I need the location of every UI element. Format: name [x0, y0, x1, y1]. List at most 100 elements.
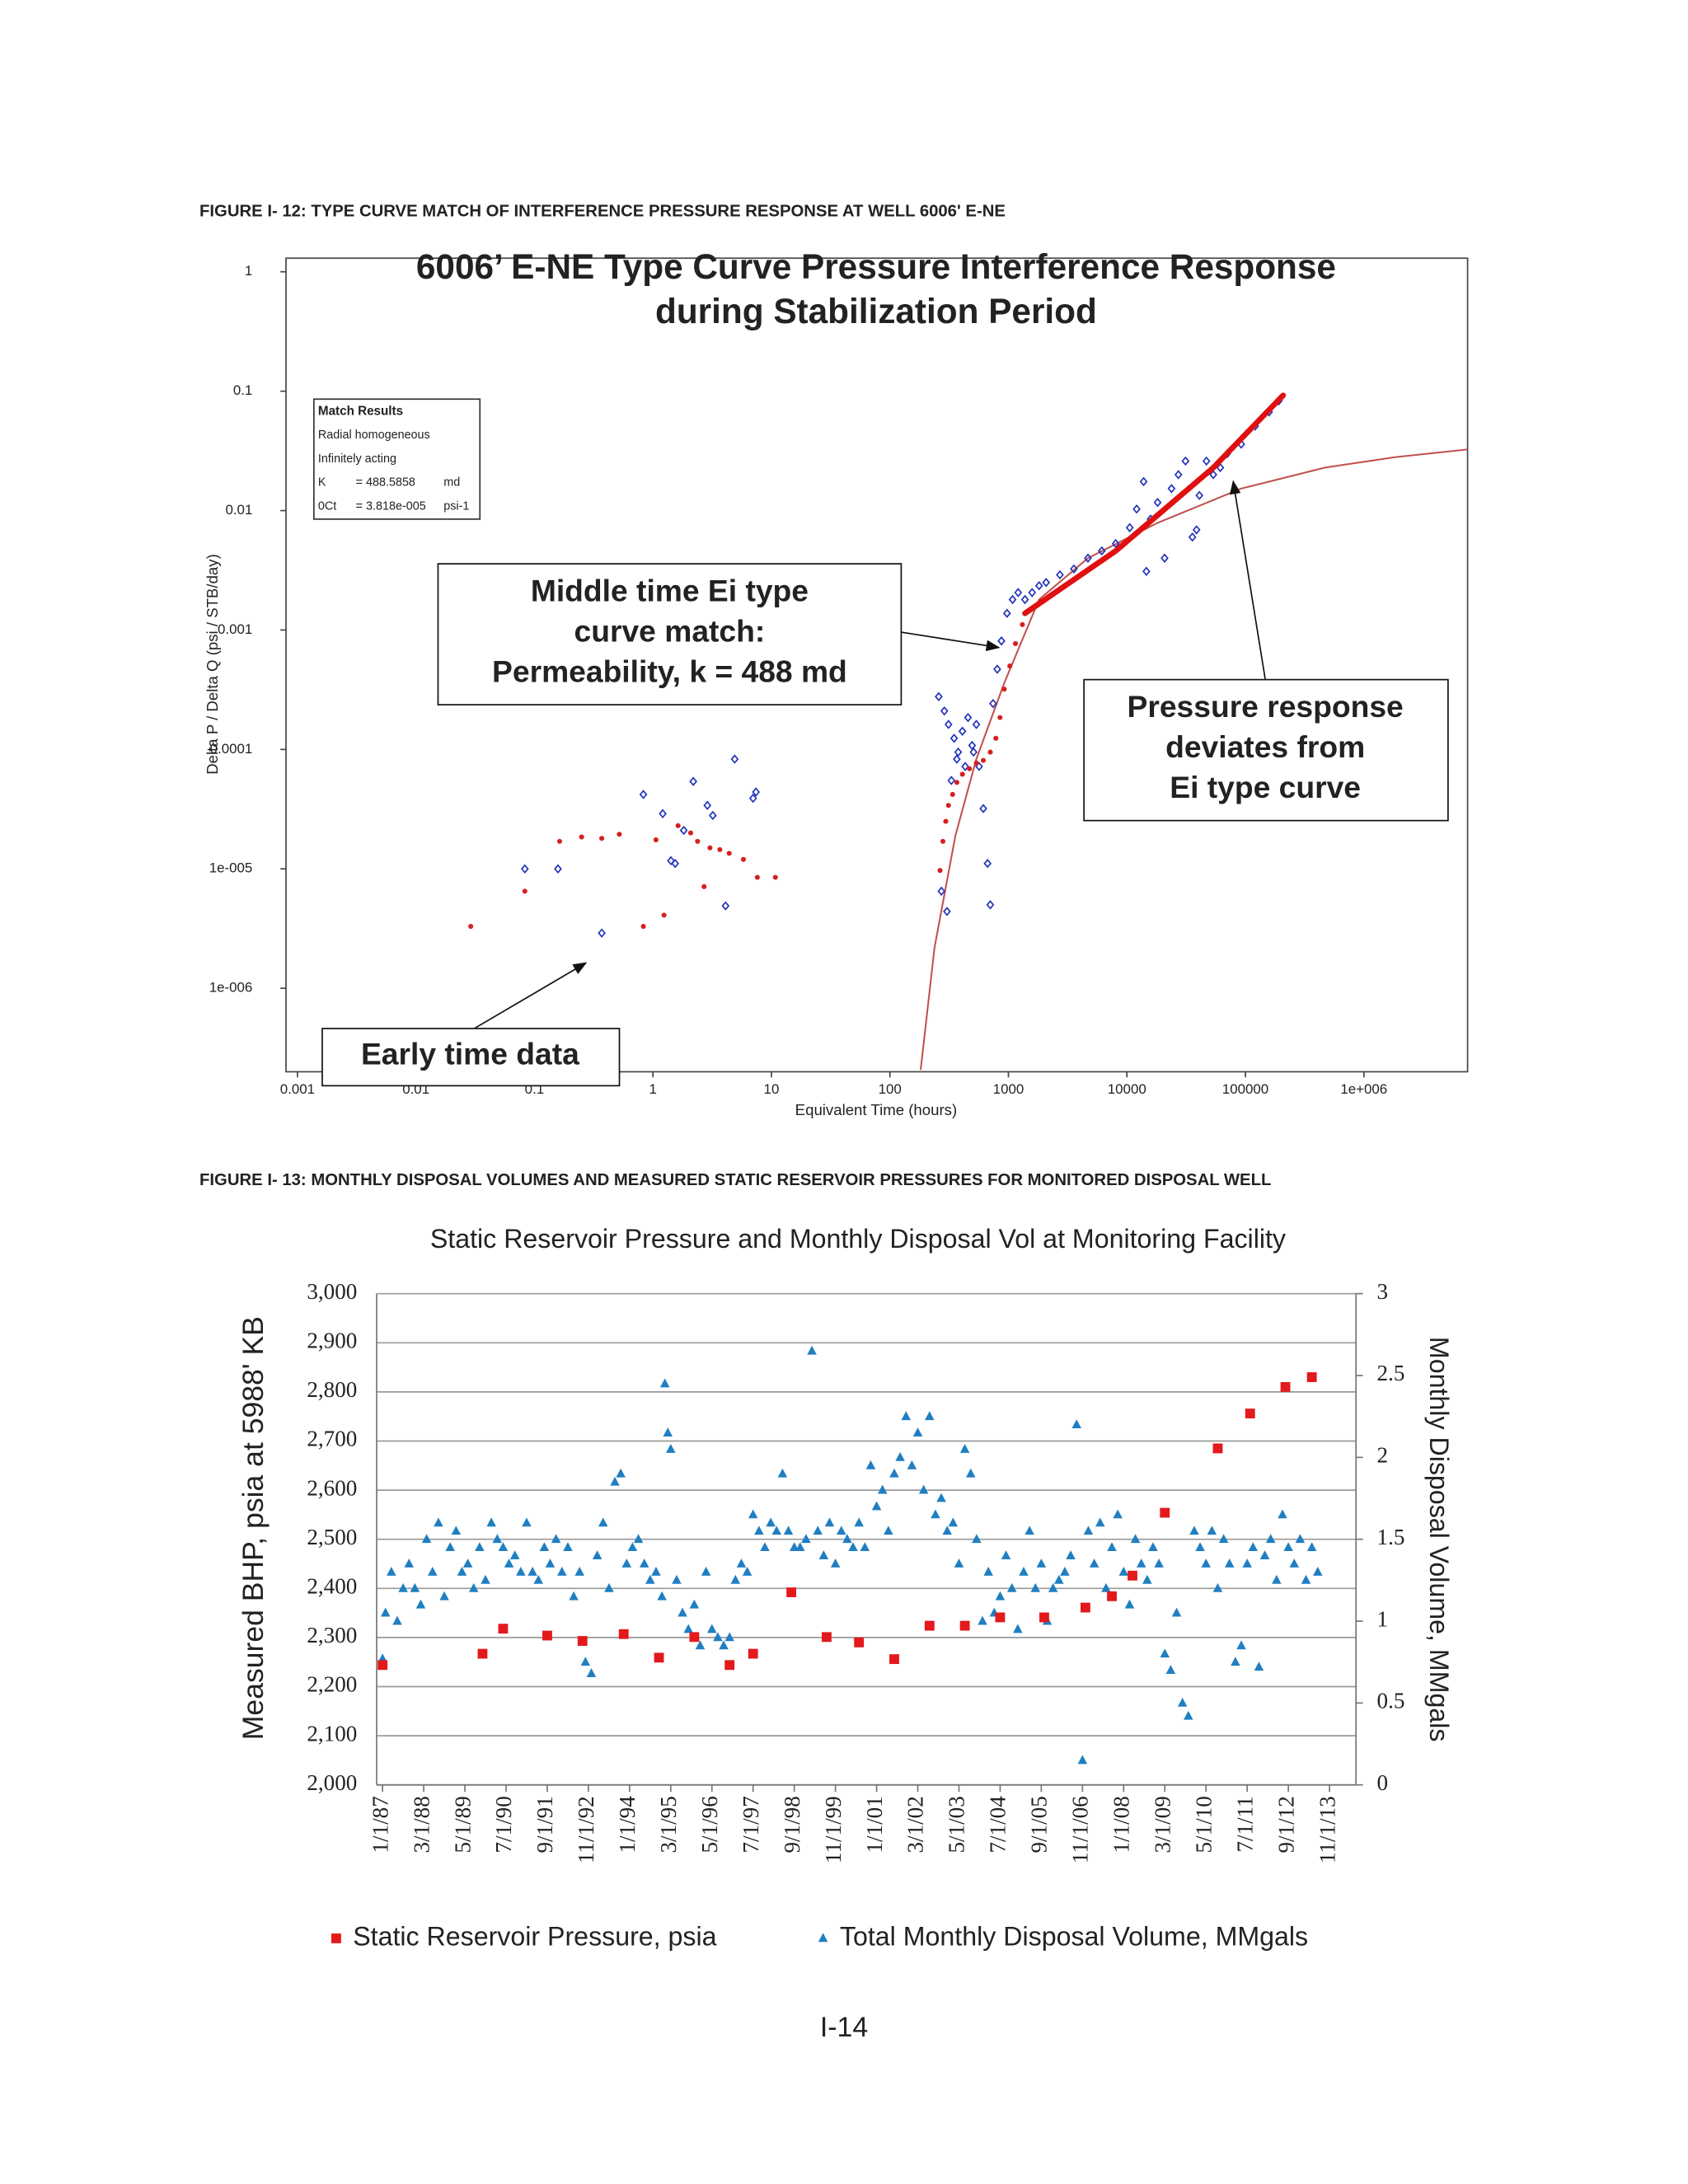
data-point [995, 1591, 1006, 1601]
y-tick-label: 2,200 [307, 1672, 357, 1697]
data-point [468, 923, 474, 930]
data-point [1181, 456, 1190, 466]
data-point [1224, 1558, 1235, 1568]
data-point [968, 740, 977, 751]
data-point [777, 1468, 788, 1478]
data-point [961, 762, 969, 771]
data-point [807, 1345, 817, 1355]
data-point [1212, 1443, 1223, 1454]
y-tick-label: 2,900 [307, 1328, 357, 1352]
data-point [1089, 1558, 1100, 1568]
data-point [937, 886, 946, 897]
data-point [1218, 1534, 1229, 1544]
data-point [695, 1640, 706, 1650]
data-point [1148, 1542, 1158, 1552]
data-point [1028, 588, 1037, 598]
data-point [1153, 497, 1162, 508]
data-point [954, 780, 959, 785]
data-point [818, 1550, 829, 1559]
y-axis-title: Measured BHP, psia at 5988' KB [237, 1316, 270, 1740]
x-tick-label: 9/1/12 [1273, 1796, 1298, 1853]
x-tick-label: 11/1/92 [574, 1796, 598, 1863]
y-tick-label: 2,400 [307, 1574, 357, 1599]
figure-caption: FIGURE I- 12: TYPE CURVE MATCH OF INTERF… [199, 203, 1006, 221]
data-point [1242, 1558, 1252, 1568]
data-point [1118, 1567, 1129, 1576]
data-point [943, 818, 949, 824]
data-point [1039, 1612, 1049, 1623]
x-tick-label: 1/1/94 [615, 1796, 640, 1854]
annotation-arrow [474, 962, 588, 1029]
data-point [621, 1558, 632, 1568]
x-tick-label: 1e+006 [1340, 1081, 1387, 1097]
data-point [1130, 1534, 1141, 1544]
data-point [884, 1526, 893, 1535]
y-tick-label: 2,700 [307, 1427, 357, 1451]
data-point [1136, 1558, 1146, 1568]
data-point [1142, 566, 1151, 576]
data-point [972, 719, 981, 729]
x-axis-title: Equivalent Time (hours) [795, 1101, 957, 1118]
data-point [1236, 1640, 1246, 1650]
data-point [719, 1640, 729, 1650]
y2-tick-label: 2 [1377, 1443, 1389, 1468]
data-point [1128, 1570, 1137, 1581]
data-point [1295, 1534, 1306, 1544]
data-point [760, 1542, 770, 1552]
data-point [986, 900, 995, 910]
y-tick-label: 1e-005 [209, 860, 253, 876]
data-point [1060, 1567, 1070, 1576]
data-point [639, 1558, 649, 1568]
y-tick-label: 2,600 [307, 1475, 357, 1500]
y-tick-label: 2,800 [307, 1377, 357, 1402]
data-point [498, 1542, 509, 1552]
data-point [528, 1567, 537, 1576]
y-tick-label: 0.0001 [210, 741, 253, 757]
data-point [1201, 1558, 1211, 1568]
data-point [486, 1517, 496, 1527]
data-point [672, 1574, 682, 1584]
data-point [1036, 1558, 1047, 1568]
data-point [1231, 1657, 1240, 1666]
data-point [771, 1526, 782, 1535]
data-point [579, 834, 584, 840]
data-point [959, 1443, 970, 1453]
data-point [639, 790, 648, 799]
data-point [687, 830, 693, 836]
y-tick-label: 2,500 [307, 1525, 357, 1549]
data-point [754, 874, 760, 880]
x-tick-label: 7/1/11 [1232, 1796, 1257, 1852]
x-tick-label: 11/1/06 [1068, 1796, 1093, 1863]
y-tick-label: 0.1 [233, 382, 253, 398]
data-point [1034, 580, 1043, 591]
match-title: Match Results [318, 405, 403, 419]
data-point [860, 1542, 870, 1552]
x-tick-label: 1/1/08 [1109, 1796, 1134, 1853]
data-point [475, 1542, 485, 1552]
data-point [754, 1526, 764, 1535]
data-point [1007, 663, 1013, 669]
data-point [1171, 1607, 1182, 1617]
chart-title: 6006’ E-NE Type Curve Pressure Interfere… [416, 247, 1336, 286]
data-point [950, 733, 959, 743]
data-point [821, 1632, 832, 1643]
data-point [973, 760, 979, 766]
x-tick-label: 9/1/05 [1027, 1796, 1052, 1853]
x-tick-label: 10 [764, 1081, 780, 1097]
data-point [1248, 1542, 1259, 1552]
data-point [1012, 640, 1019, 646]
data-point [551, 1534, 561, 1544]
data-point [871, 1501, 882, 1511]
data-point [969, 747, 978, 757]
data-point [689, 776, 697, 786]
data-point [1030, 1582, 1041, 1592]
data-point [865, 1460, 876, 1469]
match-cell: = 488.5858 [356, 476, 415, 490]
data-point [935, 691, 943, 701]
data-point [724, 1660, 735, 1671]
data-point [675, 823, 681, 828]
data-point [1083, 1526, 1094, 1535]
data-point [640, 923, 646, 930]
x-tick-label: 0.001 [280, 1081, 315, 1097]
